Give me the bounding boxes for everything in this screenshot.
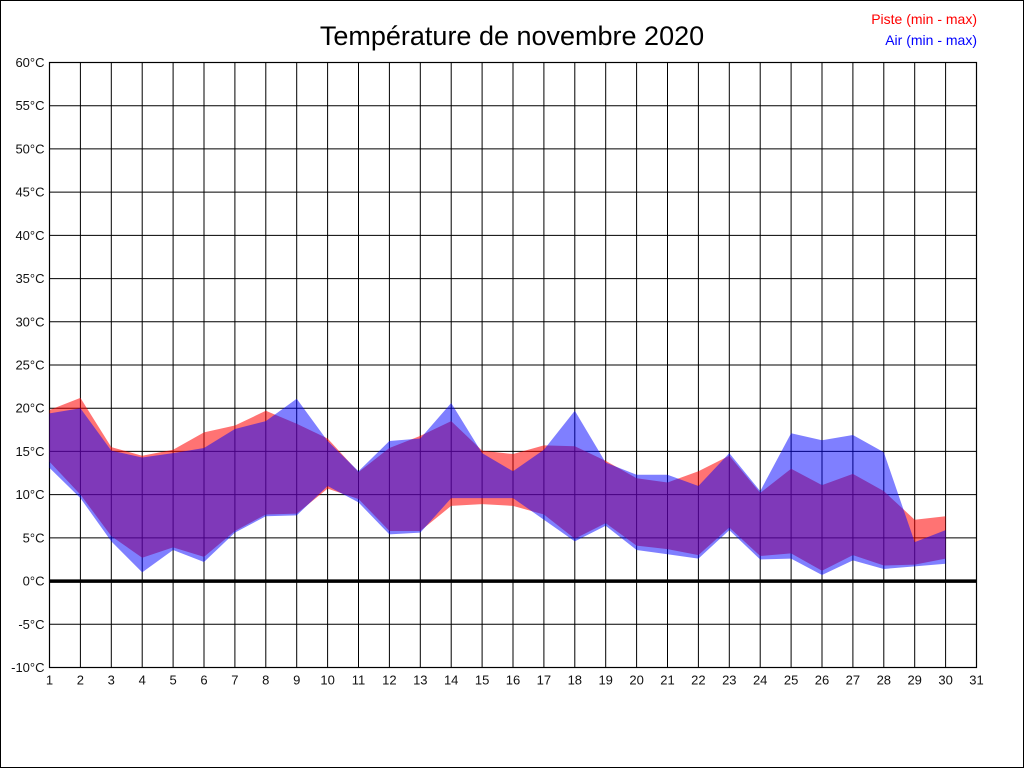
x-tick-label: 3 bbox=[108, 673, 115, 688]
y-tick-label: 10°C bbox=[15, 487, 44, 502]
y-tick-label: -5°C bbox=[18, 617, 44, 632]
x-tick-label: 14 bbox=[444, 673, 458, 688]
x-tick-label: 6 bbox=[200, 673, 207, 688]
x-tick-label: 29 bbox=[907, 673, 921, 688]
y-tick-label: -10°C bbox=[11, 660, 44, 675]
y-tick-label: 15°C bbox=[15, 444, 44, 459]
x-tick-label: 24 bbox=[753, 673, 767, 688]
x-tick-label: 27 bbox=[846, 673, 860, 688]
y-tick-label: 60°C bbox=[15, 55, 44, 70]
y-tick-label: 45°C bbox=[15, 185, 44, 200]
x-tick-label: 2 bbox=[77, 673, 84, 688]
air-minmax-band bbox=[49, 398, 946, 576]
x-tick-label: 23 bbox=[722, 673, 736, 688]
y-tick-label: 40°C bbox=[15, 228, 44, 243]
y-tick-label: 55°C bbox=[15, 98, 44, 113]
x-tick-label: 11 bbox=[352, 673, 366, 688]
x-tick-label: 4 bbox=[139, 673, 146, 688]
x-tick-label: 28 bbox=[877, 673, 891, 688]
y-tick-label: 0°C bbox=[23, 574, 45, 589]
y-tick-label: 20°C bbox=[15, 401, 44, 416]
x-tick-label: 26 bbox=[815, 673, 829, 688]
y-tick-label: 35°C bbox=[15, 271, 44, 286]
x-tick-label: 20 bbox=[629, 673, 643, 688]
y-tick-label: 30°C bbox=[15, 314, 44, 329]
x-tick-label: 5 bbox=[169, 673, 176, 688]
x-tick-label: 1 bbox=[46, 673, 53, 688]
y-tick-label: 5°C bbox=[23, 530, 45, 545]
legend-item-piste: Piste (min - max) bbox=[871, 11, 977, 27]
x-tick-label: 13 bbox=[413, 673, 427, 688]
chart-legend: Piste (min - max) Air (min - max) bbox=[871, 9, 977, 51]
x-tick-label: 25 bbox=[784, 673, 798, 688]
x-tick-label: 22 bbox=[691, 673, 705, 688]
x-tick-label: 12 bbox=[382, 673, 396, 688]
x-tick-label: 8 bbox=[262, 673, 269, 688]
x-tick-label: 18 bbox=[568, 673, 582, 688]
x-tick-label: 9 bbox=[293, 673, 300, 688]
x-tick-label: 30 bbox=[938, 673, 952, 688]
x-tick-label: 16 bbox=[506, 673, 520, 688]
x-tick-label: 10 bbox=[320, 673, 334, 688]
y-tick-label: 25°C bbox=[15, 358, 44, 373]
x-tick-label: 31 bbox=[969, 673, 983, 688]
chart-title: Température de novembre 2020 bbox=[319, 21, 705, 51]
plot-frame bbox=[48, 61, 978, 669]
x-tick-label: 19 bbox=[598, 673, 612, 688]
x-tick-label: 7 bbox=[231, 673, 238, 688]
x-tick-label: 17 bbox=[537, 673, 551, 688]
x-tick-label: 15 bbox=[475, 673, 489, 688]
x-tick-label: 21 bbox=[660, 673, 674, 688]
y-tick-label: 50°C bbox=[15, 141, 44, 156]
legend-item-air: Air (min - max) bbox=[885, 32, 977, 48]
